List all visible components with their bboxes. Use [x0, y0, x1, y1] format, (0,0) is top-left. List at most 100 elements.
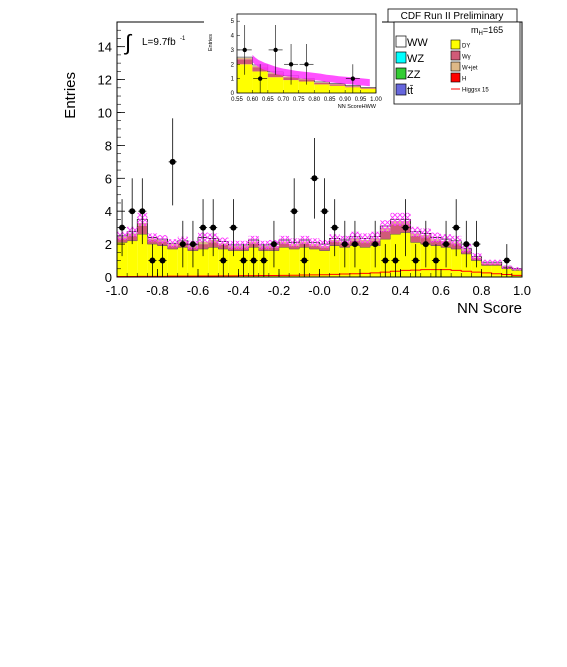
dy-outline — [117, 232, 522, 271]
band-31 — [430, 232, 441, 243]
legend-right-column: DY Wγ W+jet H Higgsx 15 — [450, 39, 489, 94]
y-tick-label-2: 4 — [105, 204, 112, 219]
bar-dy-11 — [228, 250, 239, 277]
data-point-4 — [159, 257, 166, 264]
bar-dy-9 — [208, 247, 219, 277]
bar-dy-16 — [279, 247, 290, 277]
bar-wgamma-36 — [481, 263, 492, 266]
inset-bar-dy-6 — [329, 85, 346, 93]
inset-y-tick-label-0: 0 — [231, 91, 235, 97]
bar-dy-36 — [481, 265, 492, 277]
main-x-axis: -1.0 -0.8 -0.6 -0.4 -0.2 -0.0 0.2 0.4 0.6 0.8 1.0 — [106, 269, 531, 298]
luminosity-exponent: -1 — [180, 36, 186, 42]
y-tick-label-7: 14 — [98, 40, 112, 55]
band-26 — [380, 220, 391, 232]
inset-y-axis: 0 1 2 3 4 5 — [231, 19, 240, 97]
bar-dy-37 — [491, 265, 502, 277]
bar-dy-24 — [360, 247, 371, 277]
x-tick-label-5: -0.0 — [308, 283, 330, 298]
data-point-21 — [341, 241, 348, 248]
inset-data-point-4 — [304, 62, 309, 67]
band-29 — [410, 226, 421, 237]
y-tick-label-6: 12 — [98, 73, 112, 88]
data-point-34 — [503, 257, 510, 264]
legend-right-label-0: DY — [462, 44, 470, 50]
data-point-5 — [169, 158, 176, 165]
integral-sign: ∫ — [123, 30, 133, 55]
x-tick-label-10: 1.0 — [513, 283, 531, 298]
chart-title: CDF Run II Preliminary — [401, 11, 504, 22]
data-point-25 — [392, 257, 399, 264]
inset-bar-dy-2 — [267, 77, 284, 93]
legend-swatch-3 — [395, 83, 407, 96]
data-point-24 — [382, 257, 389, 264]
inset-x-tick-label-6: 0.85 — [324, 97, 336, 103]
inset-plot-frame — [236, 13, 377, 94]
inset-data-point-5 — [350, 76, 356, 81]
inset-x-tick-label-9: 1.00 — [370, 97, 382, 103]
legend-swatch-1 — [395, 51, 407, 64]
data-point-1 — [129, 208, 136, 215]
main-x-axis-title: NN Score — [457, 300, 522, 317]
data-point-20 — [331, 224, 338, 231]
main-y-axis: 0 2 4 6 8 10 12 14 — [98, 29, 125, 285]
bar-dy-39 — [511, 270, 522, 277]
band-5 — [167, 239, 178, 248]
inset-bar-wjet-5 — [314, 82, 330, 83]
inset-bar-wgamma-8 — [360, 87, 376, 89]
legend-label-3: tt̄ — [407, 85, 413, 97]
data-point-27 — [412, 257, 419, 264]
legend-right-label-2: W+jet — [462, 66, 478, 72]
data-point-9 — [210, 224, 217, 231]
inset-data-points — [237, 25, 360, 93]
inset-x-tick-label-7: 0.90 — [339, 97, 351, 103]
legend-right-label-1: Wγ — [462, 55, 471, 61]
data-point-29 — [432, 257, 439, 264]
band-36 — [481, 259, 492, 265]
inset-y-tick-label-3: 3 — [231, 48, 235, 54]
legend-label-1: WZ — [407, 53, 424, 65]
bar-dy-21 — [329, 245, 340, 277]
inset-data-point-3 — [288, 62, 294, 67]
main-y-axis-title: Entries — [62, 72, 79, 119]
inset-x-tick-label-5: 0.80 — [308, 97, 320, 103]
legend-right-label-4: Higgsx 15 — [462, 88, 489, 94]
x-tick-label-3: -0.4 — [227, 283, 249, 298]
x-tick-label-7: 0.4 — [391, 283, 409, 298]
x-tick-label-1: -0.8 — [146, 283, 168, 298]
inset-bar-dy-3 — [283, 80, 299, 93]
x-tick-label-2: -0.6 — [187, 283, 209, 298]
x-tick-label-8: 0.6 — [432, 283, 450, 298]
legend-right-swatch-1 — [450, 50, 461, 61]
data-point-10 — [220, 257, 227, 264]
bar-wgamma-24 — [360, 242, 371, 248]
inset-x-tick-label-1: 0.60 — [247, 97, 259, 103]
mass-label-m: m — [471, 25, 479, 35]
bar-wgamma-26 — [380, 230, 391, 240]
bar-wgamma-20 — [319, 247, 330, 251]
inset-y-axis-title: Entries — [208, 34, 214, 51]
data-point-17 — [301, 257, 308, 264]
mass-label-subscript: H — [479, 31, 483, 37]
title-box: CDF Run II Preliminary — [387, 8, 518, 23]
bar-wgamma-27 — [390, 224, 401, 235]
legend-left-column: WW WZ ZZ tt̄ — [395, 35, 428, 97]
data-point-31 — [453, 224, 460, 231]
data-point-16 — [291, 208, 298, 215]
x-tick-label-4: -0.2 — [268, 283, 290, 298]
inset-x-tick-label-2: 0.65 — [262, 97, 274, 103]
data-point-30 — [443, 241, 450, 248]
band-13 — [248, 235, 259, 245]
main-data-points — [118, 118, 511, 277]
inset-y-tick-label-1: 1 — [231, 77, 235, 83]
bar-wgamma-16 — [279, 243, 290, 248]
y-tick-label-5: 10 — [98, 105, 112, 120]
band-10 — [218, 237, 229, 246]
inset-band-area — [252, 54, 370, 87]
inset-bar-dy-0 — [237, 64, 253, 93]
bar-dy-5 — [167, 249, 178, 277]
luminosity-annotation: ∫ L=9.7fb -1 — [123, 30, 186, 55]
bar-dy-17 — [289, 249, 300, 277]
inset-data-point-1 — [257, 76, 263, 81]
